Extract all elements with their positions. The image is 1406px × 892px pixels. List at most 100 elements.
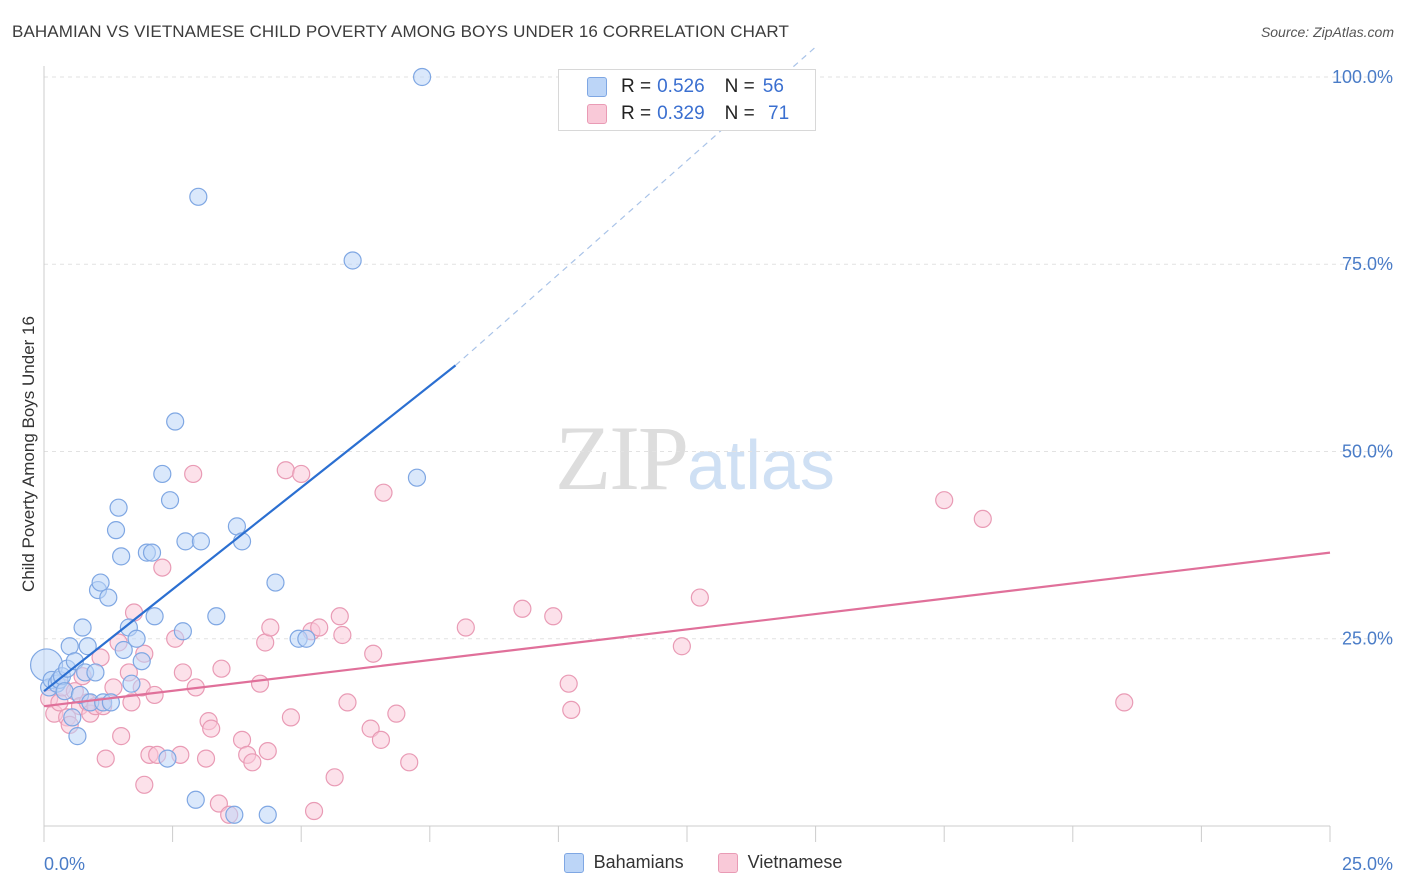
data-point xyxy=(127,629,146,648)
data-point xyxy=(562,700,581,720)
y-tick-label: 25.0% xyxy=(1342,629,1393,649)
data-point xyxy=(153,464,172,484)
data-point xyxy=(266,573,285,592)
data-point xyxy=(343,251,362,270)
n-label: N = xyxy=(724,103,755,124)
stats-row-vietnamese: R = 0.329 N = 71 xyxy=(587,101,789,127)
data-point xyxy=(112,547,131,566)
data-point xyxy=(106,521,126,540)
stats-swatch-pink xyxy=(587,104,607,124)
r-value: 0.526 xyxy=(657,76,705,97)
data-point xyxy=(145,685,164,705)
data-point xyxy=(196,749,216,768)
data-point xyxy=(544,607,563,626)
data-point xyxy=(184,464,203,484)
data-point xyxy=(361,719,380,738)
data-point xyxy=(258,741,277,761)
data-point xyxy=(191,532,210,551)
data-point xyxy=(91,573,110,592)
data-point xyxy=(112,727,131,746)
stats-legend: R = 0.526 N = 56 R = 0.329 N = 71 xyxy=(558,69,816,131)
data-point xyxy=(173,622,192,641)
data-point xyxy=(207,607,226,626)
data-point xyxy=(122,693,141,712)
data-point xyxy=(142,543,162,562)
legend-swatch-pink xyxy=(717,852,738,873)
data-point xyxy=(261,618,280,637)
source-label: Source: ZipAtlas.com xyxy=(1260,24,1394,40)
y-tick-label: 75.0% xyxy=(1342,254,1393,274)
r-value: 0.329 xyxy=(657,103,705,124)
data-point xyxy=(513,599,532,618)
data-point xyxy=(371,730,391,749)
data-point xyxy=(166,412,185,431)
data-point xyxy=(364,644,383,663)
data-point xyxy=(63,708,82,727)
data-point xyxy=(281,708,301,727)
series-bahamians xyxy=(29,67,432,824)
trendline-bahamians xyxy=(43,364,457,693)
series-legend: Bahamians Vietnamese xyxy=(0,852,1406,873)
data-point xyxy=(412,67,432,87)
stats-swatch-blue xyxy=(587,77,607,97)
legend-item-vietnamese[interactable]: Vietnamese xyxy=(717,852,842,873)
data-point xyxy=(258,805,277,824)
data-point xyxy=(292,464,311,484)
data-point xyxy=(276,461,295,480)
n-label: N = xyxy=(724,76,755,97)
x-tick-label: 25.0% xyxy=(1342,854,1393,874)
data-point xyxy=(78,637,97,656)
watermark-atlas: atlas xyxy=(687,426,835,504)
data-point xyxy=(935,491,954,510)
data-point xyxy=(456,618,475,637)
r-label: R = xyxy=(621,76,652,97)
data-point xyxy=(973,509,992,529)
data-point xyxy=(160,491,180,510)
data-point xyxy=(209,794,228,813)
data-point xyxy=(68,727,87,746)
data-point xyxy=(243,753,262,772)
data-point xyxy=(176,532,195,551)
data-point xyxy=(338,693,357,712)
data-point xyxy=(297,629,316,648)
y-tick-label: 50.0% xyxy=(1342,441,1393,461)
watermark-zip: ZIP xyxy=(555,407,689,509)
data-point xyxy=(109,498,128,517)
data-point xyxy=(73,618,92,637)
data-point xyxy=(135,775,154,794)
data-point xyxy=(104,678,123,697)
data-point xyxy=(86,663,105,682)
data-point xyxy=(333,625,352,645)
stats-row-bahamians: R = 0.526 N = 56 xyxy=(587,74,784,100)
data-point xyxy=(559,674,578,693)
y-tick-label: 100.0% xyxy=(1332,67,1393,87)
r-label: R = xyxy=(621,103,652,124)
n-value: 71 xyxy=(762,103,790,124)
data-point xyxy=(145,607,164,626)
data-point xyxy=(96,749,115,768)
data-point xyxy=(173,663,192,682)
legend-item-bahamians[interactable]: Bahamians xyxy=(563,852,684,873)
data-point xyxy=(122,674,141,693)
trendline-vietnamese xyxy=(43,551,1331,708)
x-tick-label: 0.0% xyxy=(44,854,85,874)
n-value: 56 xyxy=(762,76,784,97)
data-point xyxy=(114,640,133,660)
data-point xyxy=(225,805,244,824)
data-point xyxy=(304,801,324,821)
y-axis-label: Child Poverty Among Boys Under 16 xyxy=(19,316,38,592)
data-point xyxy=(330,607,349,626)
legend-label-bahamians: Bahamians xyxy=(593,852,684,872)
series-vietnamese xyxy=(40,461,1134,824)
data-point xyxy=(158,749,177,768)
data-point xyxy=(387,704,406,723)
data-point xyxy=(310,618,329,637)
data-point xyxy=(99,588,118,607)
data-point xyxy=(186,790,205,809)
data-point xyxy=(407,468,427,487)
data-point xyxy=(250,674,270,693)
chart-title: BAHAMIAN VS VIETNAMESE CHILD POVERTY AMO… xyxy=(12,22,789,41)
data-point xyxy=(189,187,208,206)
data-point xyxy=(672,637,691,656)
